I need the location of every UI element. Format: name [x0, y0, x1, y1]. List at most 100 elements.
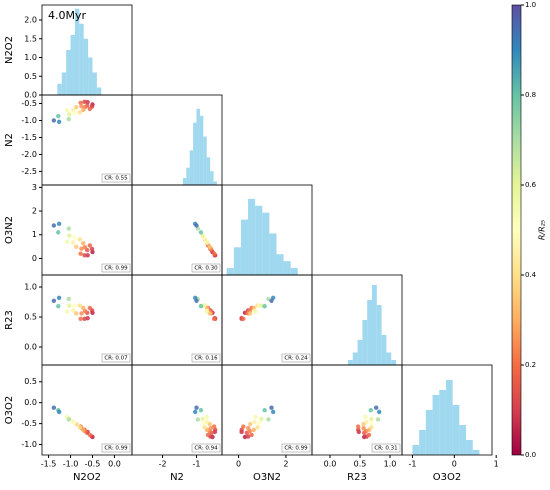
scatter-panel: [356, 405, 382, 440]
x-axis-label: O3N2: [253, 472, 281, 483]
colorbar-tick-label: 0.6: [525, 181, 537, 189]
panel-frame: [131, 364, 223, 456]
hist-bar: [381, 335, 387, 365]
hist-bar: [79, 23, 84, 95]
x-tick-label: -1: [408, 460, 416, 469]
hist-bar: [391, 360, 396, 365]
hist-bar: [452, 405, 460, 455]
y-tick-label: 1.0: [24, 283, 37, 292]
point: [64, 108, 70, 113]
hist-bar: [189, 150, 194, 185]
point: [262, 408, 267, 413]
hist-bar: [372, 285, 377, 365]
hist-bar: [88, 57, 93, 95]
colorbar: [511, 4, 522, 456]
y-tick-label: 2: [32, 207, 37, 216]
y-tick-label: 0.5: [24, 377, 37, 386]
y-tick-label: -2.0: [21, 150, 37, 159]
x-tick-label: 0.5: [354, 460, 367, 469]
point: [259, 416, 264, 422]
point: [198, 230, 204, 235]
y-axis-label: O3N2: [4, 216, 15, 244]
hist-bar: [276, 254, 284, 275]
point: [200, 416, 205, 422]
point: [85, 253, 90, 258]
point: [252, 419, 257, 425]
hist-bar: [70, 35, 75, 95]
note-box: [101, 443, 131, 453]
point: [198, 304, 204, 309]
hist-bar: [182, 178, 187, 185]
point: [211, 316, 217, 321]
y-tick-label: 3: [32, 183, 37, 192]
hist-bar: [352, 352, 358, 365]
point: [192, 409, 198, 415]
hist-bar: [210, 171, 214, 185]
point: [74, 244, 79, 250]
point: [369, 425, 374, 430]
hist-bar: [213, 181, 217, 185]
y-tick-label: -2.5: [21, 167, 37, 176]
panel-frame: [131, 274, 223, 366]
point: [204, 419, 210, 425]
x-tick-label: 0: [236, 460, 241, 469]
hist-bar: [367, 300, 372, 365]
hist-bar: [432, 395, 440, 455]
point: [257, 420, 262, 426]
x-tick-label: -1.5: [41, 460, 57, 469]
hist-bar: [196, 108, 200, 185]
y-tick-label: 0.0: [24, 398, 37, 407]
x-tick-label: -2: [159, 460, 167, 469]
y-axis-label: O3O2: [4, 396, 15, 424]
hist-bar: [226, 268, 234, 275]
hist-bar: [248, 198, 256, 275]
hist-bar: [357, 340, 363, 365]
point: [56, 304, 61, 309]
scatter-panel: [239, 295, 276, 321]
hist-bar: [66, 50, 71, 95]
point: [204, 239, 209, 244]
y-tick-label: 0.5: [24, 72, 37, 81]
point: [204, 414, 209, 420]
hist-bar: [283, 261, 291, 275]
point: [269, 298, 274, 303]
panel-note: CR: 0.31: [374, 446, 397, 452]
hist-bar: [362, 320, 368, 365]
point: [211, 424, 217, 429]
hist-bar: [290, 268, 298, 275]
point: [363, 414, 368, 420]
point: [77, 303, 82, 308]
x-tick-label: 0.0: [108, 460, 121, 469]
panel-frame: [221, 364, 313, 456]
point: [356, 424, 361, 429]
hist-bar: [199, 115, 204, 185]
hist-bar: [74, 8, 80, 95]
hist-bar: [262, 212, 270, 275]
point: [377, 409, 382, 415]
y-axis-label: N2: [4, 133, 15, 147]
point: [81, 427, 86, 433]
point: [270, 409, 276, 415]
point: [56, 230, 61, 235]
point: [72, 303, 77, 308]
hist-bar: [459, 425, 467, 455]
point: [87, 243, 93, 248]
panel-frame: [41, 184, 133, 276]
point: [213, 427, 218, 433]
point: [78, 251, 83, 256]
panel-note: CR: 0.24: [284, 356, 308, 362]
point: [79, 246, 84, 251]
hist-bar: [206, 157, 211, 185]
point: [87, 305, 93, 311]
point: [72, 235, 77, 240]
point: [200, 233, 205, 238]
point: [82, 253, 87, 258]
point: [207, 244, 212, 250]
note-box: [101, 173, 131, 183]
panel-frame: [221, 274, 313, 366]
y-tick-label: 1: [32, 230, 37, 239]
point: [262, 304, 267, 309]
x-tick-label: -1.0: [63, 460, 79, 469]
note-box: [281, 353, 311, 363]
